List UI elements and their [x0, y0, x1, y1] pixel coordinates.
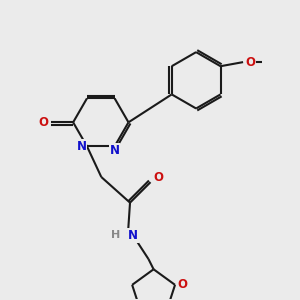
Text: O: O	[154, 170, 164, 184]
Text: N: N	[110, 144, 120, 157]
Text: O: O	[245, 56, 255, 69]
Text: O: O	[38, 116, 48, 129]
Text: N: N	[77, 140, 87, 153]
Text: N: N	[128, 229, 138, 242]
Text: O: O	[177, 278, 187, 291]
Text: H: H	[111, 230, 120, 241]
